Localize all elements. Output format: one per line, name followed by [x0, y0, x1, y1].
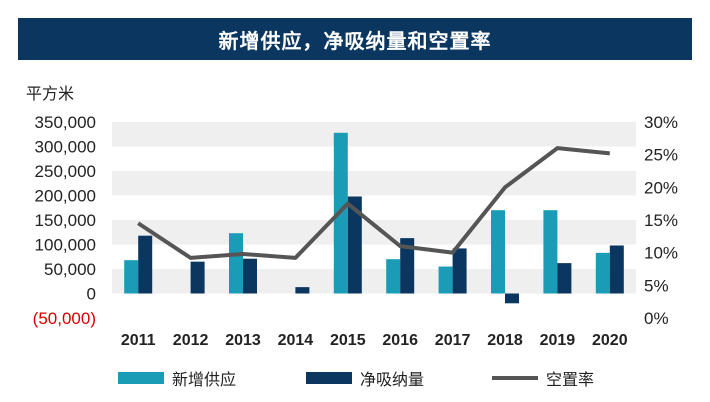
- chart-title: 新增供应，净吸纳量和空置率: [18, 18, 692, 60]
- category-label: 2015: [330, 332, 366, 349]
- right-axis-ticks: 30% 25% 20% 15% 10% 5% 0%: [644, 113, 678, 328]
- grid-band: [112, 171, 636, 196]
- left-tick-label: 150,000: [35, 211, 96, 230]
- bar-absorption: [452, 248, 467, 294]
- right-tick-label: 5%: [644, 276, 669, 295]
- right-tick-label: 30%: [644, 113, 678, 132]
- bar-supply: [543, 210, 558, 294]
- bar-absorption: [190, 261, 205, 294]
- left-tick-label: 100,000: [35, 236, 96, 255]
- bar-absorption: [243, 258, 257, 294]
- left-tick-label: 250,000: [35, 162, 96, 181]
- left-axis-ticks: 350,000 300,000 250,000 200,000 150,000 100,0…: [33, 113, 96, 328]
- category-label: 2011: [121, 332, 156, 349]
- bar-supply: [491, 210, 505, 294]
- bar-supply: [124, 260, 139, 294]
- bar-absorption: [347, 196, 362, 294]
- right-tick-label: 10%: [644, 244, 678, 263]
- vacancy-series-line: [137, 146, 610, 260]
- legend-swatch-absorption: [306, 372, 352, 384]
- grid-band: [112, 122, 636, 147]
- category-label: 2013: [225, 332, 261, 349]
- legend-item-absorption: 净吸纳量: [306, 366, 424, 390]
- legend-item-supply: 新增供应: [118, 366, 236, 390]
- right-tick-label: 25%: [644, 146, 678, 165]
- bar-marks: [124, 132, 624, 304]
- category-label: 2012: [173, 332, 209, 349]
- category-label: 2019: [540, 332, 576, 349]
- category-label: 2016: [382, 332, 418, 349]
- bar-supply: [438, 266, 453, 294]
- bar-absorption: [138, 235, 153, 294]
- bar-supply: [595, 252, 610, 294]
- bar-absorption: [505, 293, 519, 304]
- legend-swatch-supply: [118, 372, 164, 384]
- category-label: 2014: [278, 332, 314, 349]
- left-tick-label: 200,000: [35, 187, 96, 206]
- legend: 新增供应 净吸纳量 空置率: [0, 366, 710, 394]
- y-axis-unit-label: 平方米: [26, 84, 75, 103]
- legend-label-supply: 新增供应: [172, 370, 237, 389]
- left-tick-label: 300,000: [35, 138, 96, 157]
- legend-item-vacancy: 空置率: [492, 366, 594, 390]
- bar-supply: [229, 233, 243, 294]
- left-tick-label: 350,000: [35, 113, 96, 132]
- left-tick-label: 0: [87, 285, 96, 304]
- category-label: 2018: [487, 332, 523, 349]
- bar-absorption: [609, 245, 624, 294]
- legend-label-absorption: 净吸纳量: [360, 370, 425, 389]
- bar-supply: [386, 259, 401, 294]
- left-tick-label: (50,000): [33, 309, 96, 328]
- bar-absorption: [400, 238, 415, 294]
- vacancy-line: [137, 146, 610, 260]
- right-tick-label: 20%: [644, 178, 678, 197]
- bar-absorption: [295, 287, 310, 294]
- legend-label-vacancy: 空置率: [546, 370, 595, 389]
- left-tick-label: 50,000: [44, 260, 96, 279]
- category-label: 2020: [592, 332, 628, 349]
- right-tick-label: 0%: [644, 309, 669, 328]
- category-labels: 2011 2012 2013 2014 2015 2016 2017 2018 2019 2020: [121, 332, 628, 349]
- category-label: 2017: [435, 332, 471, 349]
- right-tick-label: 15%: [644, 211, 678, 230]
- legend-swatch-vacancy: [492, 376, 538, 380]
- bar-absorption: [557, 263, 572, 294]
